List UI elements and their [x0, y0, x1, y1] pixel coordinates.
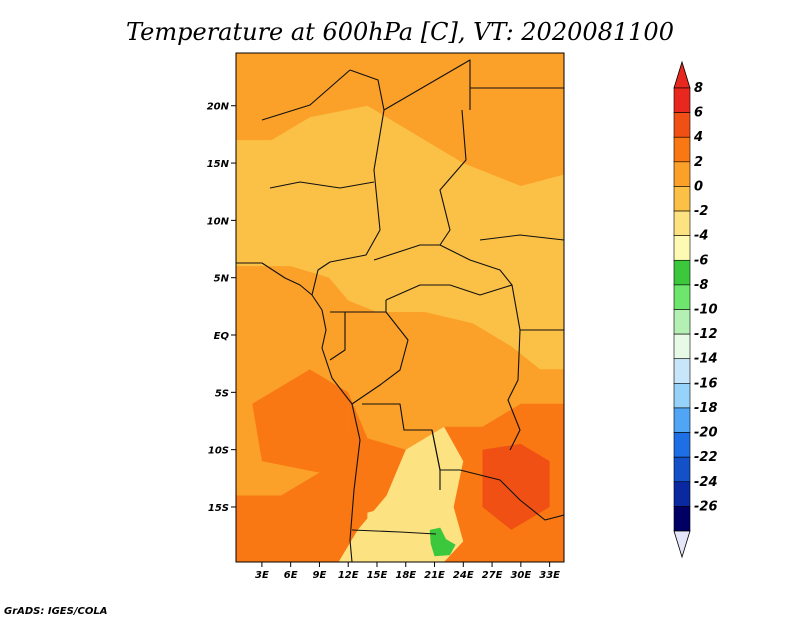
gabon-congo-border	[329, 312, 346, 361]
colorbar-level-label: 8	[694, 81, 703, 96]
mali-niger-border	[261, 69, 351, 121]
y-tick-label: 15N	[207, 159, 230, 170]
x-tick-label: 18E	[395, 570, 416, 581]
colorbar-level-label: -10	[694, 303, 718, 318]
colorbar-swatch	[673, 506, 691, 532]
colorbar-swatch	[673, 186, 691, 212]
y-tick-label: 10S	[208, 446, 229, 457]
colorbar-level-label: -4	[694, 229, 708, 244]
colorbar-swatch	[673, 284, 691, 310]
x-tick-label: 21E	[424, 570, 445, 581]
colorbar-swatch	[673, 112, 691, 138]
x-tick-label: 3E	[255, 570, 269, 581]
colorbar-level-label: 4	[693, 130, 703, 145]
colorbar-swatch	[673, 383, 691, 409]
colorbar-swatch	[673, 210, 691, 236]
region-atlantic-warm	[252, 369, 349, 473]
temperature-field	[236, 53, 564, 562]
colorbar-level-label: 2	[694, 155, 703, 170]
angola-namibia-border	[351, 529, 437, 535]
colorbar-swatch	[673, 87, 691, 113]
congo-drc-border	[351, 311, 409, 405]
region-cool-patch	[429, 527, 456, 557]
colorbar-level-label: -6	[694, 253, 708, 268]
colorbar-swatch	[673, 309, 691, 335]
colorbar-under-triangle	[673, 530, 691, 559]
country-borders	[236, 59, 564, 562]
map-area	[236, 53, 564, 562]
x-tick-label: 12E	[338, 570, 359, 581]
region-congo-basin	[348, 300, 564, 450]
nigeria-north-border	[269, 181, 375, 189]
colorbar-swatch	[673, 456, 691, 483]
colorbar-level-label: 0	[694, 179, 703, 194]
x-tick-label: 33E	[539, 570, 560, 581]
y-tick-label: EQ	[214, 331, 230, 342]
map-frame	[235, 52, 565, 563]
x-tick-label: 6E	[284, 570, 298, 581]
colorbar-over-triangle	[673, 60, 691, 89]
colorbar-level-label: -14	[694, 352, 718, 367]
colorbar-level-label: -18	[694, 401, 718, 416]
angola-zambia-border	[431, 429, 441, 490]
colorbar-swatch	[673, 161, 691, 187]
x-tick-label: 15E	[367, 570, 388, 581]
drc-angola-border	[362, 403, 460, 471]
colorbar-level-label: 6	[694, 106, 703, 121]
colorbar-level-label: -8	[694, 278, 708, 293]
x-tick-label: 9E	[313, 570, 327, 581]
colorbar-level-label: -26	[694, 499, 718, 514]
chad-sudan-border	[439, 109, 467, 246]
zambia-east-border	[459, 469, 564, 521]
car-border	[373, 244, 513, 301]
region-pale-southwest	[367, 507, 397, 544]
colorbar-level-label: -20	[694, 426, 718, 441]
nigeria-cameroon-border	[311, 229, 381, 296]
colorbar-swatch	[673, 481, 691, 507]
x-axis: 3E 6E 9E 12E 15E 18E 21E 24E 27E 30E 33E	[255, 562, 560, 581]
colorbar-swatch	[673, 432, 691, 458]
colorbar-level-label: -12	[694, 327, 718, 342]
colorbar-level-label: -24	[694, 475, 718, 490]
colorbar-level-label: -2	[694, 204, 708, 219]
y-tick-label: 5S	[215, 388, 229, 399]
region-zambia-core	[482, 443, 550, 530]
colorbar-swatch	[673, 259, 691, 286]
credit-label: GrADS: IGES/COLA	[4, 606, 107, 617]
x-tick-label: 24E	[453, 570, 474, 581]
y-tick-label: 5N	[214, 274, 230, 285]
y-tick-label: 15S	[208, 503, 229, 514]
x-tick-label: 27E	[482, 570, 503, 581]
coastline	[236, 262, 361, 562]
colorbar-swatch	[673, 358, 691, 384]
y-axis: 20N 15N 10N 5N EQ 5S 10S 15S	[207, 102, 236, 514]
y-tick-label: 20N	[207, 102, 230, 113]
sudan-south-border	[479, 234, 564, 241]
colorbar: 8 6 4 2 0 -2 -4 -6 -8 -10 -12 -14 -16 -18 -20 -22 -24 -26	[673, 60, 718, 559]
east-lakes-border	[507, 284, 521, 451]
colorbar-swatch	[673, 333, 691, 360]
region-angola-coast	[236, 392, 406, 562]
region-north-band	[236, 53, 564, 186]
y-tick-label: 10N	[207, 216, 230, 227]
colorbar-level-label: -16	[694, 376, 718, 391]
x-tick-label: 30E	[510, 570, 531, 581]
region-sahel-savanna	[236, 105, 564, 370]
chart-title: Temperature at 600hPa [C], VT: 202008110…	[126, 18, 674, 46]
colorbar-level-label: -22	[694, 450, 718, 465]
libya-border	[383, 59, 471, 111]
colorbar-swatch	[673, 136, 691, 163]
colorbar-swatch	[673, 407, 691, 433]
colorbar-swatch	[673, 235, 691, 261]
